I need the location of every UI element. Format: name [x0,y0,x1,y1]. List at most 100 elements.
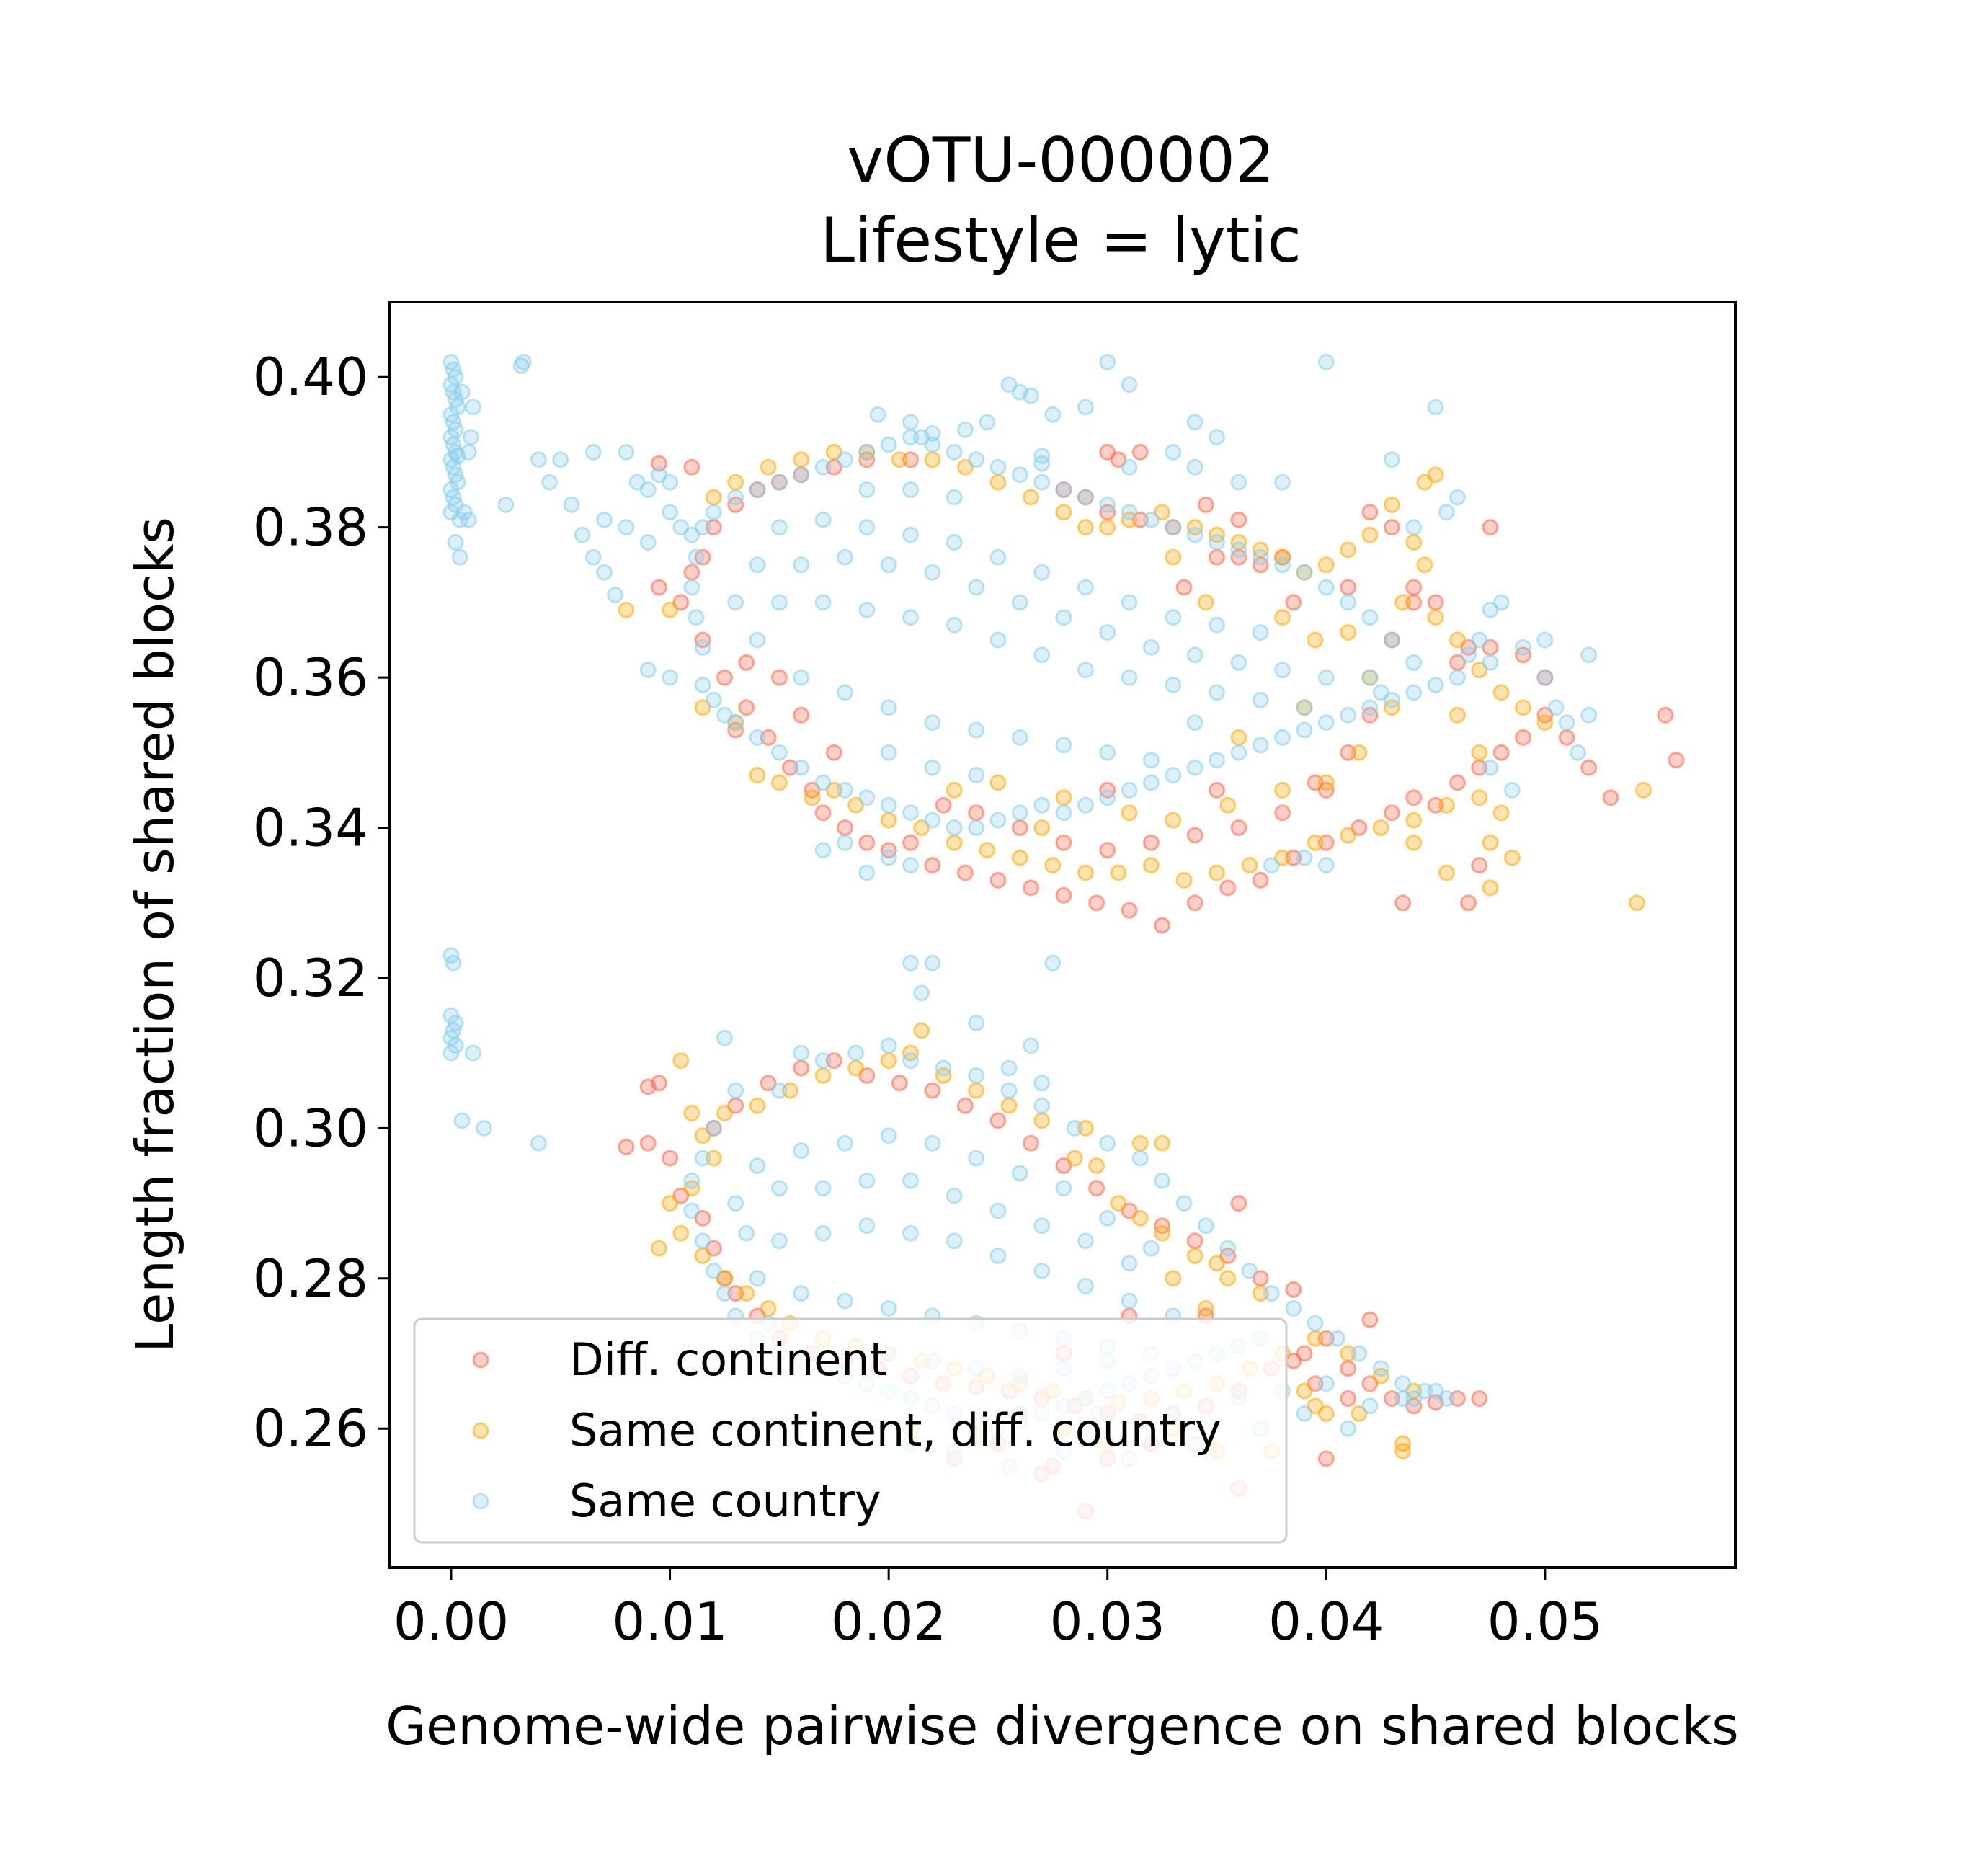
data-point [1668,752,1685,769]
data-point [1296,849,1313,866]
data-point [716,669,733,686]
data-point [1121,1255,1138,1272]
data-point [1197,496,1214,513]
data-point [814,1067,832,1084]
data-point [650,579,667,596]
data-point [749,481,766,498]
data-point [1394,1375,1412,1392]
data-point [1329,1330,1345,1347]
data-point [705,504,722,521]
data-point [924,424,941,442]
data-point [672,1052,690,1070]
data-point [1492,804,1510,822]
data-point [1088,1180,1105,1197]
data-point [858,601,876,618]
data-point [1558,714,1575,732]
data-point [1252,624,1269,641]
y-tick-label: 0.26 [253,1398,368,1459]
data-point [738,1224,755,1242]
data-point [460,443,477,461]
data-point [1536,669,1554,686]
data-point [814,1180,832,1197]
data-point [1165,609,1182,626]
data-point [880,436,897,453]
data-point [727,1082,744,1099]
data-point [1023,879,1039,897]
data-point [1317,1375,1335,1392]
data-point [716,1285,733,1302]
data-point [563,496,580,513]
data-point [672,1224,690,1242]
data-point [683,1105,700,1121]
data-point [1438,796,1455,814]
data-point [584,548,602,566]
data-point [749,1270,766,1287]
data-point [1033,1112,1051,1129]
data-point [683,579,700,596]
data-point [1099,842,1116,859]
data-point [793,556,810,574]
data-point [716,706,733,724]
data-point [1427,609,1444,626]
data-point [880,744,897,761]
data-point [858,519,876,536]
data-point [662,601,679,618]
x-tick-label: 0.01 [612,1591,727,1652]
data-point [1317,556,1335,574]
data-point [694,1209,711,1227]
data-point [1165,812,1182,829]
data-point [1383,496,1400,513]
data-point [1274,662,1291,679]
data-point [902,414,919,431]
data-point [891,451,908,468]
data-point [836,548,853,566]
data-point [793,1142,810,1160]
data-point [705,1240,722,1257]
data-point [1142,752,1160,769]
data-point [1099,744,1116,761]
data-point [814,842,832,859]
data-point [902,526,919,543]
data-point [1449,774,1466,791]
data-point [1121,902,1138,919]
data-point [683,1202,700,1219]
data-point [1023,1037,1039,1054]
data-point [760,458,777,476]
data-point [1197,1300,1214,1317]
data-point [462,429,479,446]
data-point [1296,699,1313,716]
data-point [1099,1134,1116,1152]
x-tick-label: 0.03 [1050,1591,1165,1652]
data-point [1033,819,1051,836]
data-point [880,1037,897,1054]
data-point [814,1052,832,1070]
data-point [1023,489,1039,506]
data-point [1449,631,1466,649]
x-tick-label: 0.04 [1268,1591,1384,1652]
data-point [770,1180,788,1197]
data-point [1427,466,1444,484]
data-point [1186,1248,1203,1264]
data-point [924,436,941,453]
data-point [1088,1157,1105,1174]
data-point [858,481,876,498]
data-point [1515,729,1531,746]
chart-title-line-1: vOTU-000002 [847,125,1274,197]
data-point [1077,579,1094,596]
data-point [639,1134,657,1152]
y-axis-ticks: 0.26 0.28 0.30 0.32 0.34 0.36 0.38 0.40 [253,347,390,1459]
data-point [694,1248,711,1264]
data-point [989,548,1007,566]
data-point [1230,654,1247,671]
data-point [1230,819,1247,836]
data-point [1165,677,1182,693]
data-point [902,1224,919,1242]
data-point [694,1150,711,1167]
data-point [1405,654,1423,671]
data-point [760,1300,777,1317]
data-point [1186,1232,1203,1250]
data-point [902,481,919,498]
data-point [1405,579,1423,596]
data-point [1427,399,1444,416]
data-point [1241,1262,1258,1279]
